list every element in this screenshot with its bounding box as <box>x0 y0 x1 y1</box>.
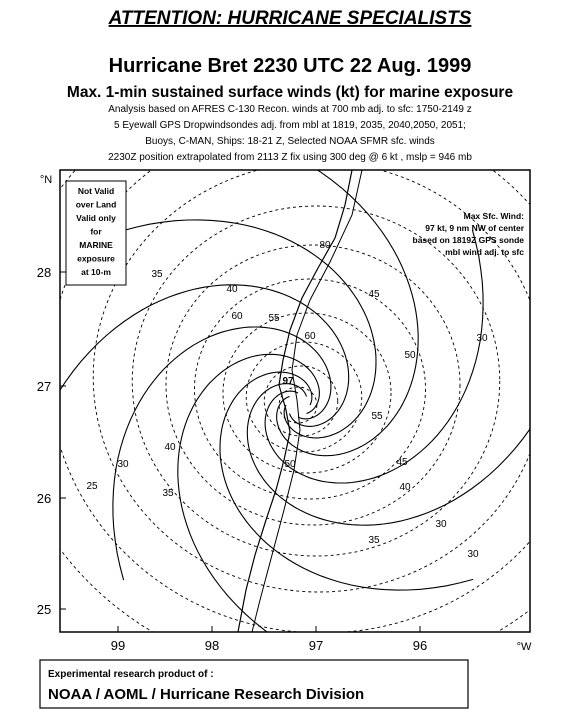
footer-line1: Experimental research product of : <box>48 669 214 680</box>
footer-line2: NOAA / AOML / Hurricane Research Divisio… <box>48 686 364 703</box>
isotach-label: 55 <box>371 411 383 422</box>
lon-label: 96 <box>413 638 427 653</box>
land-note: Not Valid over Land Valid only for MARINE exp… <box>65 180 127 286</box>
banner: ATTENTION: HURRICANE SPECIALISTS <box>108 8 472 29</box>
lon-unit: °W <box>517 641 532 653</box>
isotach <box>60 170 530 632</box>
notes: Analysis based on AFRES C-130 Recon. win… <box>108 104 472 163</box>
max-wind-line: based on 1819Z GPS sonde <box>413 235 525 245</box>
isotach-label: 35 <box>162 488 174 499</box>
lat-label: 28 <box>37 265 51 280</box>
isotach-label: 55 <box>268 313 280 324</box>
isotach-label: 35 <box>368 535 380 546</box>
max-wind-note: Max Sfc. Wind: 97 kt, 9 nm NW of center ba… <box>413 211 525 257</box>
isotach-label: 45 <box>368 289 380 300</box>
coastline <box>237 170 353 632</box>
streamline <box>219 371 474 591</box>
isotach <box>263 365 339 437</box>
isotach-label: 30 <box>117 459 129 470</box>
subtitle: Max. 1-min sustained surface winds (kt) … <box>67 84 514 101</box>
isotach <box>165 244 461 526</box>
isotach <box>92 170 530 593</box>
lat-label: 26 <box>37 491 51 506</box>
max-wind-line: 97 kt, 9 nm NW of center <box>425 223 524 233</box>
land-note-line: MARINE <box>79 240 113 250</box>
max-wind-line: Max Sfc. Wind: <box>464 211 525 221</box>
isotach-label: 50 <box>284 459 296 470</box>
isotach-label: 97 <box>282 376 294 387</box>
isotach-label: 40 <box>399 482 411 493</box>
isotach-label: 35 <box>151 269 163 280</box>
land-note-line: Not Valid <box>78 186 114 196</box>
lat-unit: °N <box>40 174 52 186</box>
isotach-label: 60 <box>304 331 316 342</box>
note-line: 2230Z position extrapolated from 2113 Z … <box>108 152 472 163</box>
note-line: Buoys, C-MAN, Ships: 18-21 Z, Selected N… <box>145 136 435 147</box>
max-wind-line: mbl wind adj. to sfc <box>445 247 524 257</box>
map-content: 97 80 40 60 55 60 45 50 30 35 40 30 25 35 55 45 40 35 30 50… <box>60 170 530 632</box>
isotach <box>245 341 363 453</box>
lat-label: 27 <box>37 379 51 394</box>
land-note-line: at 10-m <box>81 267 111 277</box>
title: Hurricane Bret 2230 UTC 22 Aug. 1999 <box>109 55 472 77</box>
streamline <box>276 170 419 457</box>
streamline <box>122 219 377 439</box>
land-note-line: exposure <box>77 254 115 264</box>
streamline <box>112 326 332 581</box>
note-line: 5 Eyewall GPS Dropwindsondes adj. from m… <box>114 120 466 131</box>
isotach-label: 40 <box>226 284 238 295</box>
isotach-label: 60 <box>231 311 243 322</box>
streamline <box>177 353 320 632</box>
isotach-label: 30 <box>467 549 479 560</box>
footer-box <box>39 659 469 709</box>
lon-label: 98 <box>205 638 219 653</box>
note-line: Analysis based on AFRES C-130 Recon. win… <box>108 104 472 115</box>
map-frame <box>59 169 531 633</box>
isotach <box>131 205 501 557</box>
isotach-label: 25 <box>86 481 98 492</box>
streamline <box>264 229 484 484</box>
isotach-label: 80 <box>319 240 331 251</box>
isotach-label: 30 <box>435 519 447 530</box>
isotach <box>222 312 392 474</box>
barrier-island <box>251 170 363 632</box>
streamline <box>246 383 530 526</box>
isotach <box>194 278 426 500</box>
land-note-box <box>65 180 127 286</box>
lon-label: 99 <box>111 638 125 653</box>
isotach-label: 30 <box>476 333 488 344</box>
isotach-label: 45 <box>396 457 408 468</box>
land-note-line: Valid only <box>76 213 116 223</box>
land-note-line: over Land <box>76 200 117 210</box>
isotach-label: 50 <box>404 350 416 361</box>
isotach-label: 40 <box>164 442 176 453</box>
land-note-line: for <box>90 227 102 237</box>
axes: 28 27 26 25 99 98 97 96 °N °W <box>37 174 532 653</box>
lat-label: 25 <box>37 602 51 617</box>
lon-label: 97 <box>309 638 323 653</box>
streamline <box>60 284 350 427</box>
